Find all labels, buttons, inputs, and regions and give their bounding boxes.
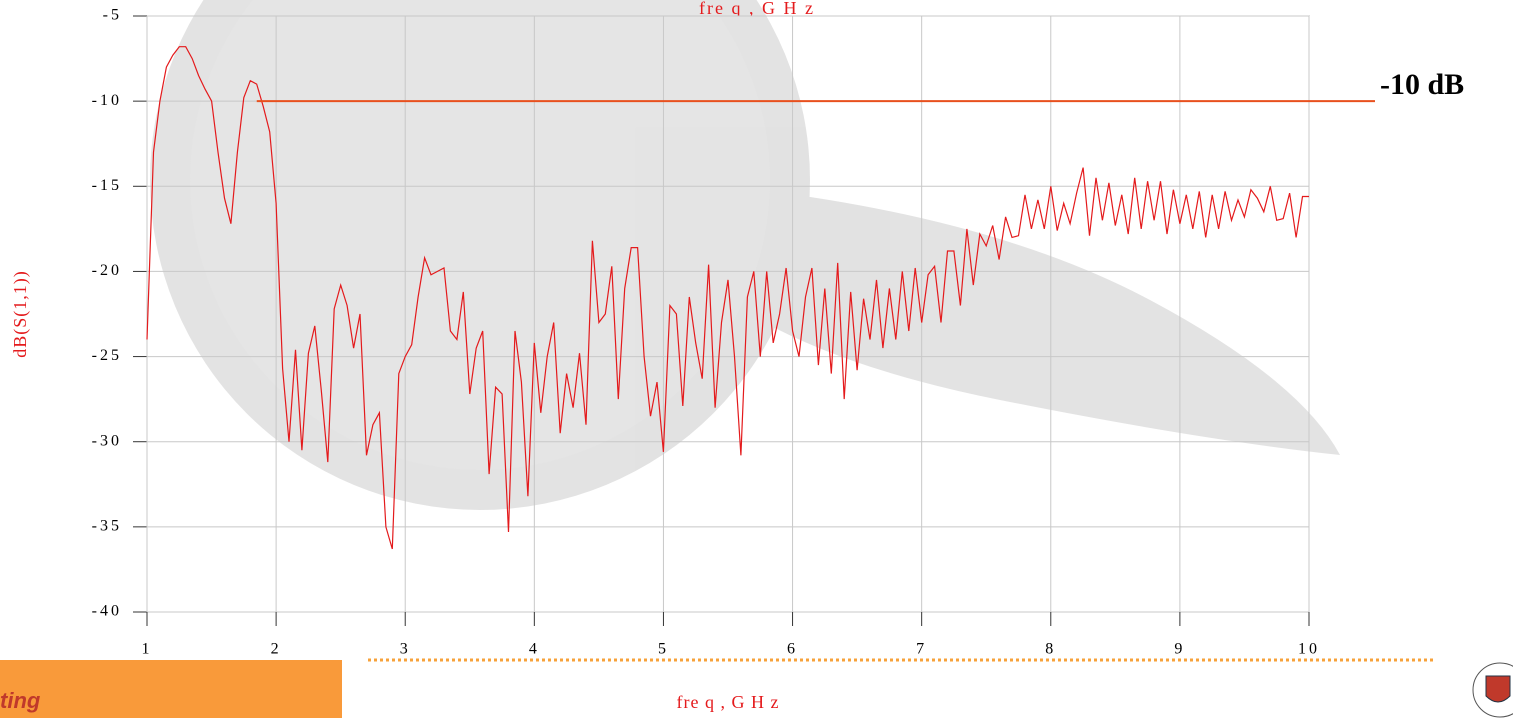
x-axis-label: fre q , G H z [677, 692, 780, 712]
x-tick-label: 9 [1174, 641, 1185, 658]
top-label: fre q , G H z [699, 0, 815, 18]
x-tick-label: 6 [787, 641, 798, 658]
y-tick-label: -10 [92, 92, 122, 109]
series-line [146, 46, 1309, 550]
logo [1472, 662, 1513, 718]
x-tick-label: 4 [529, 641, 540, 658]
footer-box [0, 660, 342, 718]
x-tick-label: 2 [271, 641, 282, 658]
x-tick-label: 5 [658, 641, 669, 658]
reference-label: -10 dB [1380, 68, 1464, 101]
footer-text: ting [0, 688, 41, 713]
x-tick-label: 3 [400, 641, 411, 658]
y-tick-label: -40 [92, 603, 122, 620]
y-tick-label: -35 [92, 518, 122, 535]
y-tick-label: -25 [92, 347, 122, 364]
watermark-inner [190, 0, 770, 470]
y-tick-label: -30 [92, 432, 122, 449]
x-tick-label: 1 [142, 641, 153, 658]
x-tick-label: 8 [1045, 641, 1056, 658]
x-tick-label: 7 [916, 641, 927, 658]
y-axis-label: dB(S(1,1)) [10, 270, 31, 358]
y-tick-label: -5 [103, 7, 122, 24]
y-tick-label: -20 [92, 262, 122, 279]
x-tick-label: 10 [1298, 641, 1320, 658]
y-tick-label: -15 [92, 177, 122, 194]
